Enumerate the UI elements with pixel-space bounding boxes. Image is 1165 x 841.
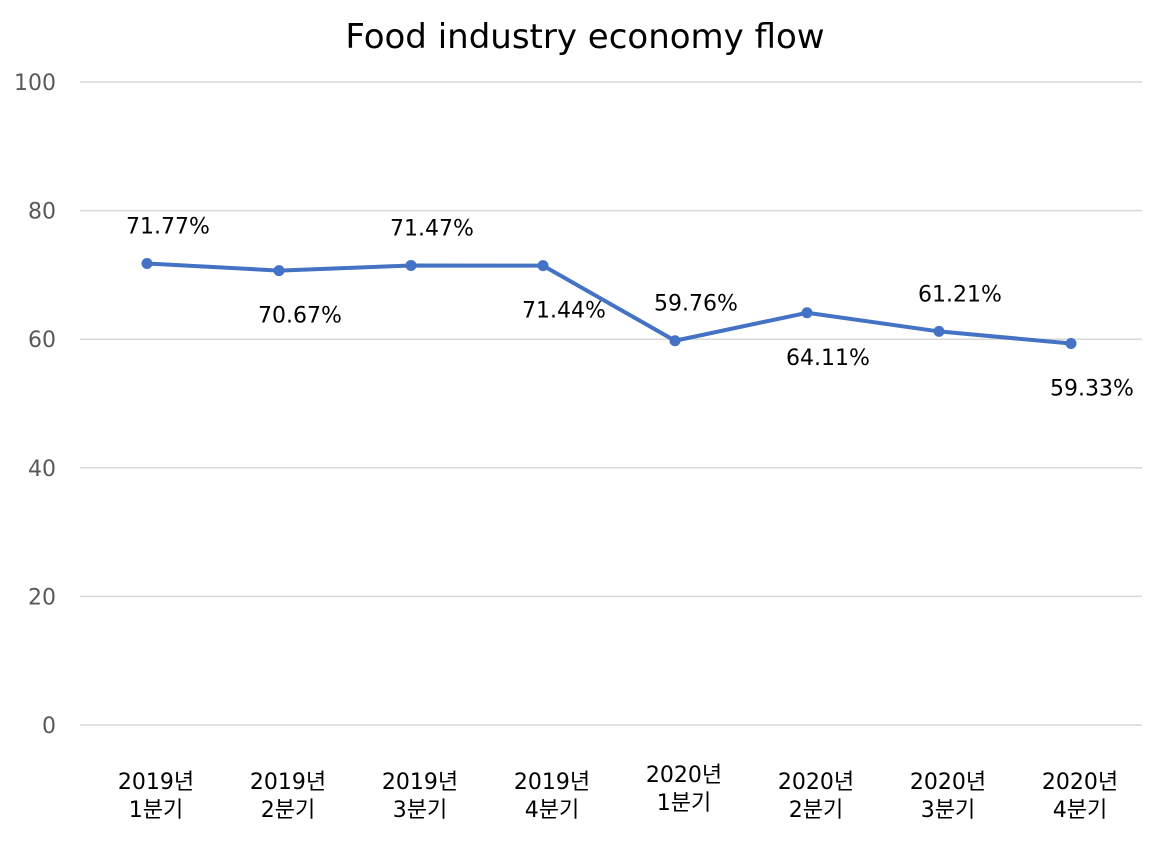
data-label: 70.67% [258,304,342,329]
data-labels: 71.77% 70.67% 71.47% 71.44% 59.76% 64.11% 61.2… [126,215,1134,402]
x-tick-label-line: 4분기 [525,798,579,823]
series-line [145,261,1073,346]
data-label: 59.76% [654,292,738,317]
data-label: 64.11% [786,346,870,371]
data-point [141,258,153,270]
x-tick-label: 2020년 2분기 [778,770,854,823]
x-tick-label: 2020년 4분기 [1042,770,1118,823]
chart-title: Food industry economy flow [345,17,824,57]
x-tick-label: 2019년 1분기 [118,770,194,823]
data-points [141,258,1077,350]
x-tick-label-line: 2020년 [646,763,722,788]
x-tick-label-line: 1분기 [657,791,711,816]
x-tick-label: 2019년 2분기 [250,770,326,823]
x-tick-label-line: 2분기 [789,798,843,823]
y-tick-label: 100 [14,71,56,96]
data-point [273,265,285,277]
x-tick-label-line: 2020년 [778,770,854,795]
data-point [1065,338,1077,350]
x-tick-label: 2020년 3분기 [910,770,986,823]
series-line-group [145,261,1073,346]
y-tick-label: 80 [28,200,56,225]
x-tick-label-line: 2019년 [514,770,590,795]
data-point [537,260,549,272]
x-tick-label-line: 4분기 [1053,798,1107,823]
x-tick-label-line: 2020년 [1042,770,1118,795]
y-tick-label: 20 [28,585,56,610]
data-point [801,307,813,319]
data-label: 71.77% [126,215,210,240]
gridlines [80,81,1142,726]
y-tick-label: 0 [42,714,56,739]
x-tick-label-line: 3분기 [393,798,447,823]
x-axis-ticks: 2019년 1분기 2019년 2분기 2019년 3분기 2019년 4분기 2020년 1분기… [118,763,1118,823]
data-point [405,259,417,271]
x-tick-label-line: 3분기 [921,798,975,823]
data-point [933,325,945,337]
x-tick-label: 2019년 3분기 [382,770,458,823]
data-label: 61.21% [918,282,1002,307]
x-tick-label-line: 2019년 [250,770,326,795]
data-label: 71.44% [522,299,606,324]
y-axis-ticks: 0 20 40 60 80 100 [14,71,56,739]
y-tick-label: 40 [28,457,56,482]
x-tick-label: 2019년 4분기 [514,770,590,823]
data-label: 71.47% [390,216,474,241]
data-point [669,335,681,347]
y-tick-label: 60 [28,328,56,353]
data-label: 59.33% [1050,377,1134,402]
x-tick-label-line: 1분기 [129,798,183,823]
x-tick-label-line: 2020년 [910,770,986,795]
x-tick-label-line: 2019년 [382,770,458,795]
x-tick-label-line: 2019년 [118,770,194,795]
x-tick-label: 2020년 1분기 [646,763,722,816]
x-tick-label-line: 2분기 [261,798,315,823]
